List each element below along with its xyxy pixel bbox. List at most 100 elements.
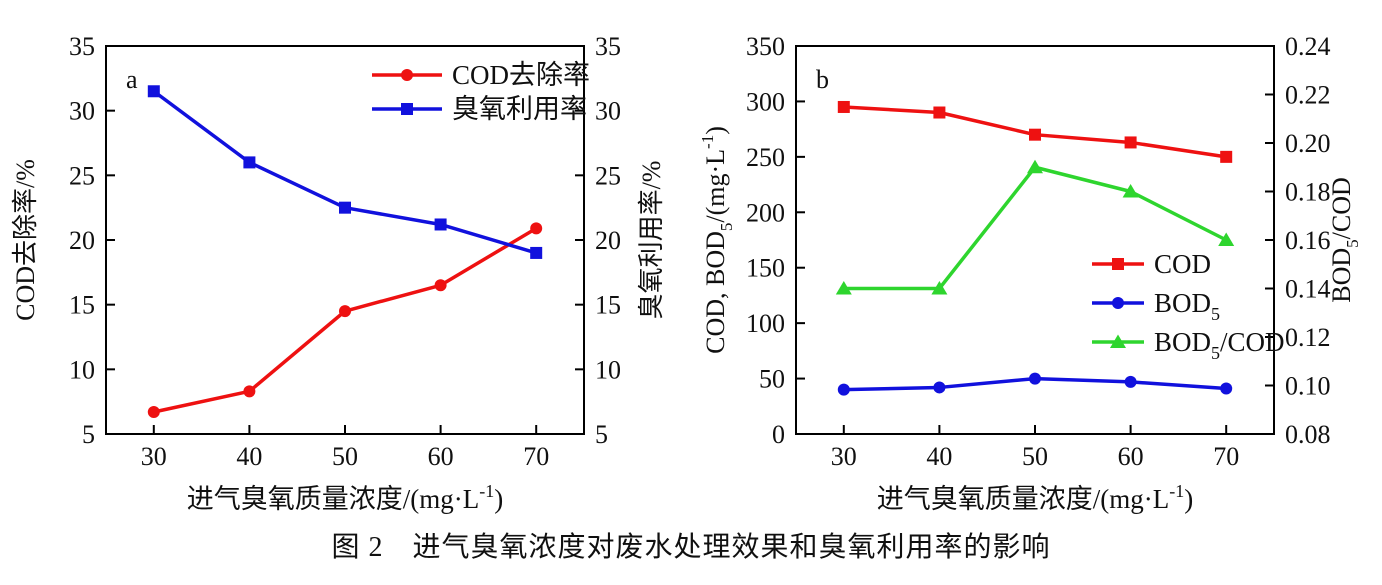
data-point-square [434, 218, 447, 231]
series-2 [835, 159, 1235, 295]
legend-label: BOD5 [1154, 288, 1220, 324]
y-tick-label-left: 5 [82, 420, 95, 449]
chart-panel-b: 30 40 50 60 70 进气臭氧质量浓度/(mg·L-1) 0 50 100 150 200 2… [698, 2, 1372, 521]
y-tick-label-right: 0.20 [1285, 129, 1331, 158]
y-tick-label-left: 0 [772, 420, 785, 449]
data-point-triangle [1027, 159, 1043, 174]
data-point-circle [837, 383, 850, 396]
y-tick-label-left: 100 [746, 309, 785, 338]
x-tick-label: 50 [332, 442, 358, 471]
series-0 [147, 222, 543, 419]
data-point-circle [339, 305, 351, 318]
y-tick-label-left: 25 [69, 161, 95, 190]
data-point-circle [401, 69, 413, 81]
line-chart-a: 30 40 50 60 70 进气臭氧质量浓度/(mg·L-1) 5 10 15 20 25 30 35… [11, 32, 666, 514]
data-point-square [243, 156, 256, 169]
y-axis-title-right: 臭氧利用率/% [637, 161, 666, 320]
y-tick-label-left: 15 [69, 291, 95, 320]
x-axis: 30 40 50 60 70 [831, 425, 1239, 471]
data-point-square [1124, 136, 1137, 149]
y-tick-label-left: 30 [69, 97, 95, 126]
y-tick-label-left: 150 [746, 254, 785, 283]
y-axis-right: 5 10 15 20 25 30 35 臭氧利用率/% [575, 32, 666, 449]
data-point-triangle [1110, 334, 1126, 348]
legend-label: 臭氧利用率 [452, 94, 587, 124]
series-1 [837, 372, 1233, 396]
data-point-triangle [1122, 184, 1139, 198]
x-axis-title: 进气臭氧质量浓度/(mg·L-1) [877, 481, 1193, 514]
panel-label: a [126, 65, 138, 94]
y-axis-title-left: COD去除率/% [11, 159, 40, 321]
y-tick-label-right: 0.12 [1285, 323, 1331, 352]
y-axis-title-right: BOD5/COD [1327, 177, 1362, 303]
y-tick-label-left: 350 [746, 32, 785, 61]
y-tick-label-right: 0.16 [1285, 226, 1331, 255]
y-tick-label-right: 20 [595, 226, 621, 255]
data-point-square [1220, 150, 1233, 163]
y-tick-label-left: 20 [69, 226, 95, 255]
y-tick-label-left: 300 [746, 87, 785, 116]
data-point-circle [1220, 382, 1233, 395]
data-point-triangle [835, 281, 852, 295]
series-0 [837, 100, 1233, 163]
data-point-triangle [931, 281, 948, 295]
data-point-circle [147, 406, 160, 419]
y-tick-label-left: 200 [746, 198, 785, 227]
y-axis-left: 5 10 15 20 25 30 35 COD去除率/% [11, 32, 115, 449]
chart-panel-a: 30 40 50 60 70 进气臭氧质量浓度/(mg·L-1) 5 10 15 20 25 30 35… [10, 2, 682, 521]
y-tick-label-left: 35 [69, 32, 95, 61]
data-point-triangle [1218, 232, 1235, 246]
y-tick-label-right: 0.14 [1285, 275, 1331, 304]
x-axis: 30 40 50 60 70 [141, 425, 549, 471]
line-chart-b: 30 40 50 60 70 进气臭氧质量浓度/(mg·L-1) 0 50 100 150 200 2… [698, 32, 1362, 514]
y-axis-left: 0 50 100 150 200 250 300 350 COD, BOD5/(mg·L-1) [698, 32, 805, 449]
y-tick-label-right: 0.24 [1285, 32, 1331, 61]
y-tick-label-right: 5 [595, 420, 608, 449]
x-tick-label: 70 [1213, 442, 1239, 471]
legend-label: BOD5/COD [1154, 327, 1285, 363]
y-tick-label-right: 0.22 [1285, 81, 1331, 110]
panel-label: b [816, 65, 829, 94]
y-tick-label-left: 250 [746, 143, 785, 172]
x-tick-label: 70 [523, 442, 549, 471]
x-tick-label: 30 [831, 442, 857, 471]
y-tick-label-right: 0.18 [1285, 178, 1331, 207]
data-point-square [339, 201, 351, 214]
y-tick-label-right: 35 [595, 32, 621, 61]
data-point-square [530, 246, 543, 259]
data-point-circle [530, 222, 543, 235]
x-axis-title: 进气臭氧质量浓度/(mg·L-1) [187, 481, 503, 514]
y-tick-label-left: 10 [69, 355, 95, 384]
data-point-square [1112, 258, 1124, 270]
x-tick-label: 60 [1118, 442, 1144, 471]
y-tick-label-right: 0.10 [1285, 372, 1331, 401]
data-point-circle [243, 385, 256, 398]
y-axis-title-left: COD, BOD5/(mg·L-1) [700, 126, 736, 354]
y-tick-label-right: 15 [595, 291, 621, 320]
data-point-square [147, 85, 160, 98]
y-tick-label-right: 10 [595, 355, 621, 384]
x-tick-label: 60 [428, 442, 454, 471]
data-point-circle [434, 279, 447, 292]
y-tick-label-right: 30 [595, 97, 621, 126]
y-tick-label-right: 25 [595, 161, 621, 190]
x-tick-label: 40 [236, 442, 262, 471]
data-point-square [401, 103, 413, 115]
x-tick-label: 30 [141, 442, 167, 471]
legend-label: COD [1154, 249, 1211, 279]
data-point-square [933, 106, 946, 119]
data-point-circle [1112, 297, 1124, 309]
y-tick-label-right: 0.08 [1285, 420, 1331, 449]
charts-row: 30 40 50 60 70 进气臭氧质量浓度/(mg·L-1) 5 10 15 20 25 30 35… [10, 2, 1372, 521]
y-axis-right: 0.08 0.10 0.12 0.14 0.16 0.18 0.20 0.22 0.24 BOD5… [1265, 32, 1362, 449]
series-1 [147, 85, 543, 259]
x-tick-label: 50 [1022, 442, 1048, 471]
data-point-circle [1029, 372, 1041, 385]
figure-caption: 图 2 进气臭氧浓度对废水处理效果和臭氧利用率的影响 [331, 532, 1051, 563]
data-point-circle [933, 381, 946, 394]
legend-label: COD去除率 [452, 60, 590, 90]
x-tick-label: 40 [926, 442, 952, 471]
